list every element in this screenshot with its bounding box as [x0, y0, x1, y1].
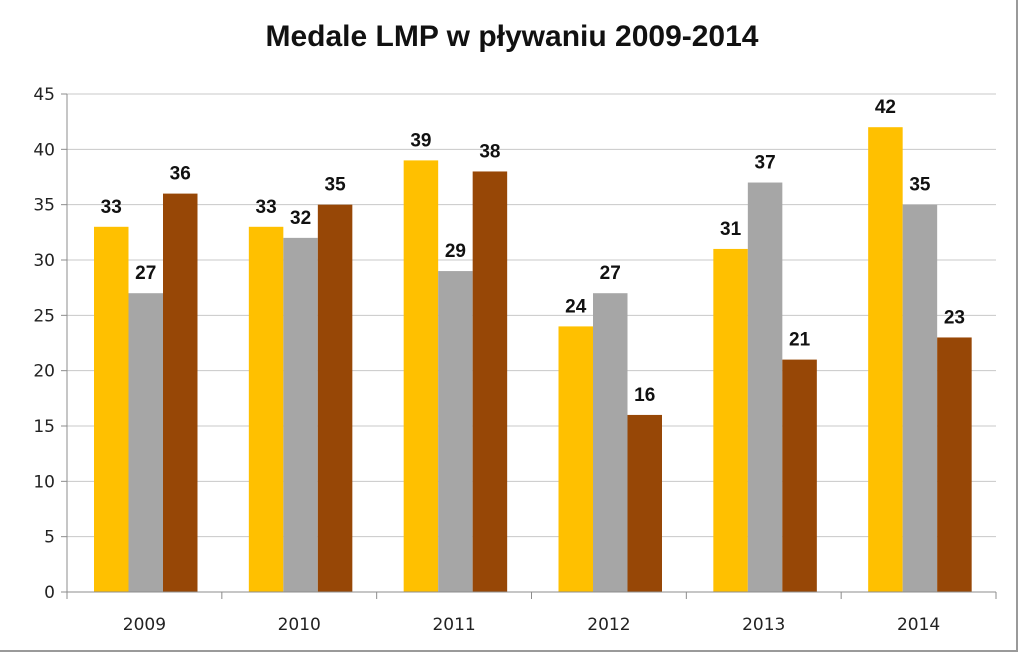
bar	[128, 293, 163, 592]
bar	[782, 359, 817, 592]
x-tick-label: 2014	[897, 615, 940, 635]
data-label: 29	[445, 241, 466, 262]
data-label: 21	[789, 330, 811, 351]
bar	[593, 293, 628, 592]
y-tick-label: 5	[44, 528, 55, 548]
y-tick-label: 45	[33, 85, 55, 105]
bar	[558, 326, 593, 592]
bars	[94, 127, 972, 593]
bar	[403, 160, 439, 592]
y-tick-label: 15	[33, 417, 55, 437]
bar	[868, 127, 903, 592]
bar	[902, 204, 938, 592]
x-axis: 2009 2010 2011 2012 2013 2014	[66, 591, 997, 635]
y-tick-label: 40	[33, 140, 55, 160]
bar	[627, 414, 662, 592]
data-label: 32	[290, 208, 311, 229]
x-tick-label: 2013	[742, 615, 785, 635]
x-tick-label: 2010	[278, 615, 321, 635]
y-tick-label: 10	[33, 472, 55, 492]
x-tick-label: 2012	[587, 615, 630, 635]
bar	[317, 204, 353, 592]
bar	[283, 237, 318, 592]
y-tick-label: 30	[33, 251, 55, 271]
data-labels: 33 27 36 33 32 35 39 29 38 24 27 16 31 37 21 42 35 23	[101, 97, 965, 406]
data-label: 38	[479, 141, 500, 162]
x-tick-label: 2011	[432, 615, 475, 635]
data-label: 37	[755, 153, 776, 174]
chart-title: Medale LMP w pływaniu 2009-2014	[265, 20, 759, 53]
bar	[438, 271, 473, 592]
data-label: 36	[170, 164, 191, 185]
data-label: 39	[410, 130, 431, 151]
data-label: 16	[634, 385, 655, 406]
y-axis: 0 5 10 15 20 25 30 35 40 45	[33, 85, 68, 603]
data-label: 24	[565, 296, 587, 317]
bar	[937, 337, 972, 592]
data-label: 23	[944, 307, 965, 328]
data-label: 35	[325, 175, 347, 196]
data-label: 31	[720, 219, 742, 240]
data-label: 33	[256, 197, 277, 218]
data-label: 33	[101, 197, 122, 218]
bar	[713, 248, 748, 592]
bar	[248, 226, 284, 593]
y-tick-label: 35	[33, 196, 55, 216]
bar	[94, 226, 129, 593]
data-label: 27	[135, 263, 156, 284]
y-tick-label: 25	[33, 306, 55, 326]
y-tick-label: 0	[44, 583, 55, 603]
data-label: 35	[909, 175, 931, 196]
y-tick-label: 20	[33, 362, 55, 382]
data-label: 42	[875, 97, 896, 118]
gridlines	[67, 93, 996, 538]
data-label: 27	[600, 263, 621, 284]
x-tick-label: 2009	[123, 615, 166, 635]
bar	[472, 171, 508, 592]
bar	[747, 182, 783, 593]
bar	[163, 193, 198, 592]
